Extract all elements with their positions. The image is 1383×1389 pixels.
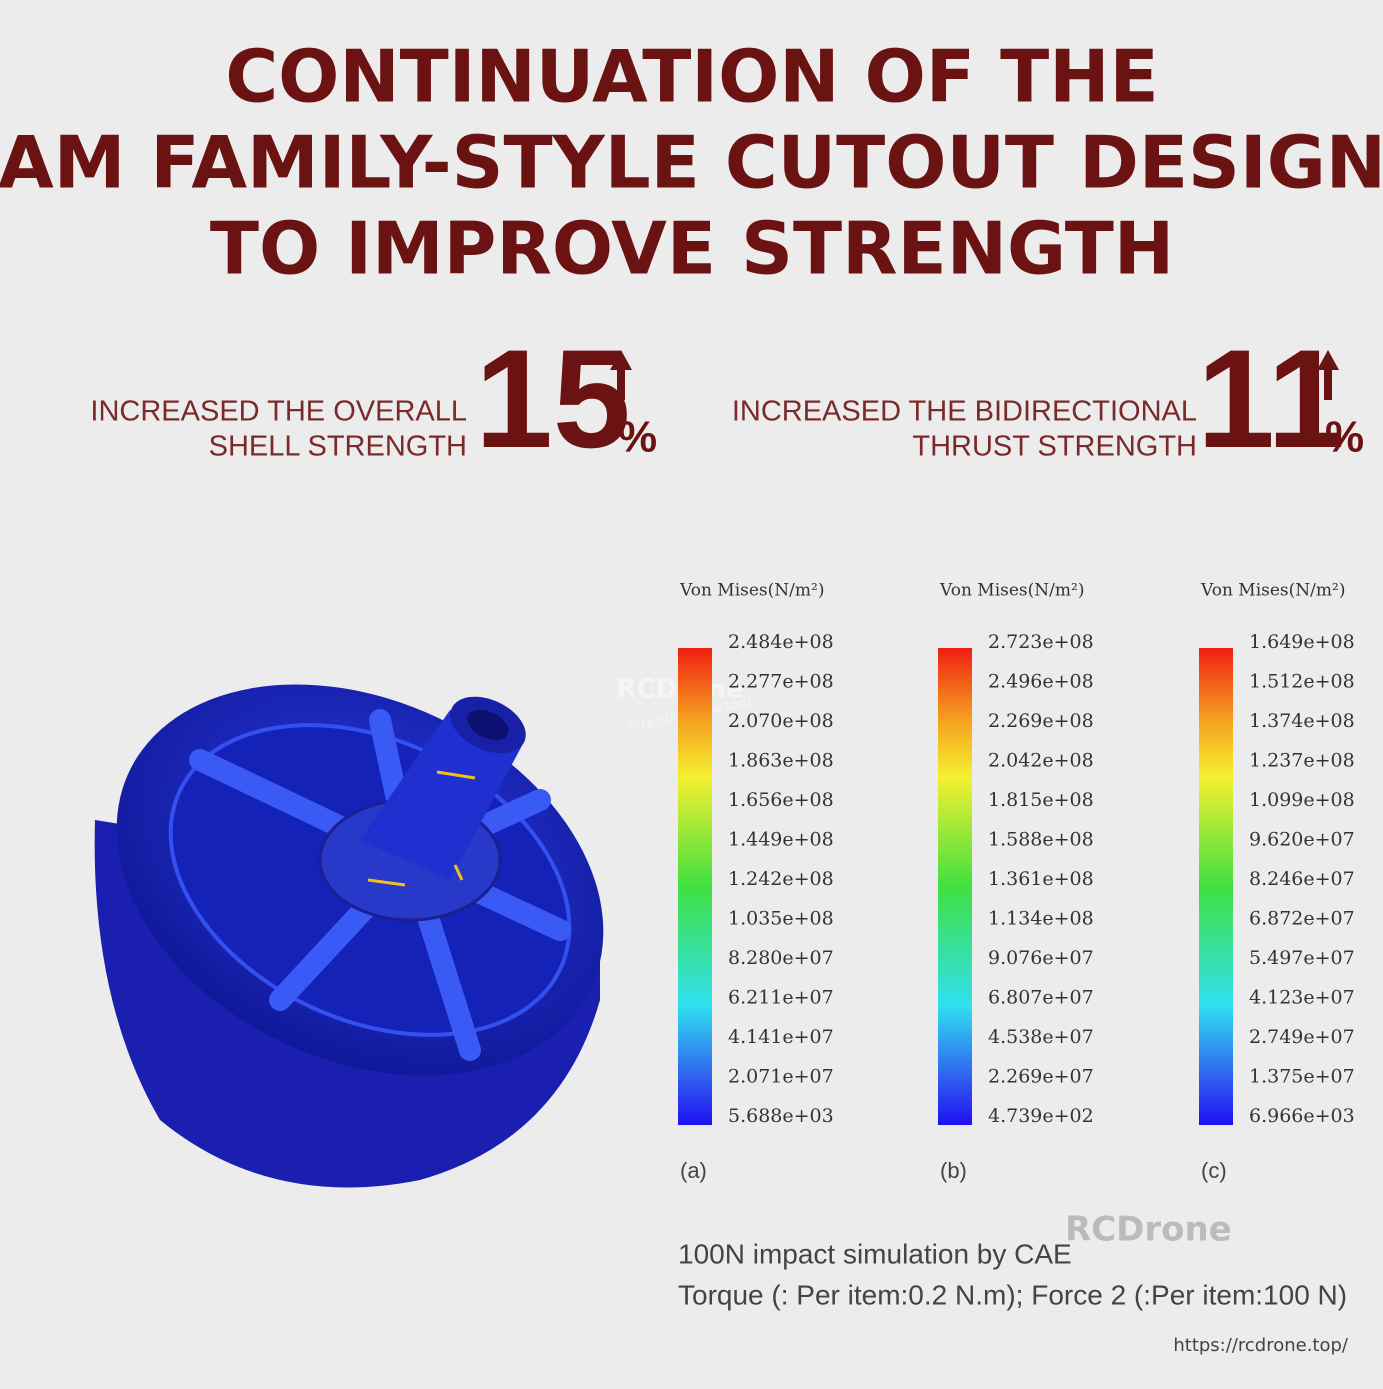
legend-label: 2.269e+08 — [988, 710, 1094, 732]
legend-label: 1.863e+08 — [728, 750, 834, 772]
legend-label: 4.141e+07 — [728, 1026, 834, 1048]
legend-heading: Von Mises(N/m²) — [939, 581, 1084, 601]
legend-label: 6.807e+07 — [988, 987, 1094, 1009]
legend-label: 1.035e+08 — [728, 908, 834, 930]
stat-label: INCREASED THE OVERALL — [90, 396, 467, 428]
stat-label: THRUST STRENGTH — [912, 431, 1197, 463]
motor-simulation-image: RCDrone https://rcdrone.top/ — [94, 675, 754, 1188]
watermark: RCDrone — [1065, 1210, 1232, 1250]
legend-label: 2.277e+08 — [728, 671, 834, 693]
color-scale — [938, 648, 972, 1125]
legend-label: 2.071e+07 — [728, 1066, 834, 1088]
legend-label: 2.042e+08 — [988, 750, 1094, 772]
legend-label: 1.588e+08 — [988, 829, 1094, 851]
stat-unit: % — [1325, 413, 1364, 462]
up-arrow — [610, 350, 632, 400]
caption-line: 100N impact simulation by CAE — [678, 1238, 1072, 1269]
legend-label: 4.538e+07 — [988, 1026, 1094, 1048]
title-line: CONTINUATION OF THE — [225, 35, 1158, 119]
url: https://rcdrone.top/ — [1173, 1335, 1349, 1356]
stat-number: 15 — [475, 320, 631, 477]
legend-label: 1.656e+08 — [728, 789, 834, 811]
color-scale — [1199, 648, 1233, 1125]
legend-label: 1.449e+08 — [728, 829, 834, 851]
stat-label: INCREASED THE BIDIRECTIONAL — [732, 396, 1197, 428]
legend-label: 6.211e+07 — [728, 987, 834, 1009]
legend-label: 4.123e+07 — [1249, 987, 1355, 1009]
legend-label: 1.134e+08 — [988, 908, 1094, 930]
up-arrow — [1317, 350, 1339, 400]
legend-label: 6.872e+07 — [1249, 908, 1355, 930]
legend-label: 2.749e+07 — [1249, 1026, 1355, 1048]
legend-label: 6.966e+03 — [1249, 1105, 1355, 1127]
legend-label: 9.620e+07 — [1249, 829, 1355, 851]
stat-unit: % — [618, 413, 657, 462]
title-line: AM FAMILY-STYLE CUTOUT DESIGN — [0, 121, 1383, 205]
stat-label: SHELL STRENGTH — [209, 431, 467, 463]
legend-label: 2.070e+08 — [728, 710, 834, 732]
legend-caption: (c) — [1201, 1158, 1227, 1183]
legend-label: 1.237e+08 — [1249, 750, 1355, 772]
color-scale — [678, 648, 712, 1125]
legend-label: 1.512e+08 — [1249, 671, 1355, 693]
legend-label: 8.246e+07 — [1249, 868, 1355, 890]
legend-label: 1.375e+07 — [1249, 1066, 1355, 1088]
legend-label: 1.649e+08 — [1249, 631, 1355, 653]
legend-label: 1.361e+08 — [988, 868, 1094, 890]
legend-label: 9.076e+07 — [988, 947, 1094, 969]
legend-heading: Von Mises(N/m²) — [679, 581, 824, 601]
legend-label: 2.484e+08 — [728, 631, 834, 653]
legend-label: 5.688e+03 — [728, 1105, 834, 1127]
legend-label: 2.723e+08 — [988, 631, 1094, 653]
legend-label: 2.269e+07 — [988, 1066, 1094, 1088]
legend-label: 1.374e+08 — [1249, 710, 1355, 732]
legend-label: 2.496e+08 — [988, 671, 1094, 693]
stat-number: 11 — [1197, 320, 1345, 477]
legend-caption: (a) — [680, 1158, 707, 1183]
legend-label: 4.739e+02 — [988, 1105, 1094, 1127]
legend-label: 1.815e+08 — [988, 789, 1094, 811]
legend-label: 5.497e+07 — [1249, 947, 1355, 969]
legend-caption: (b) — [940, 1158, 967, 1183]
legend-label: 1.242e+08 — [728, 868, 834, 890]
legend-label: 8.280e+07 — [728, 947, 834, 969]
legend-heading: Von Mises(N/m²) — [1200, 581, 1345, 601]
legend-label: 1.099e+08 — [1249, 789, 1355, 811]
caption-line: Torque (: Per item:0.2 N.m); Force 2 (:P… — [678, 1279, 1347, 1310]
title-line: TO IMPROVE STRENGTH — [210, 207, 1174, 291]
